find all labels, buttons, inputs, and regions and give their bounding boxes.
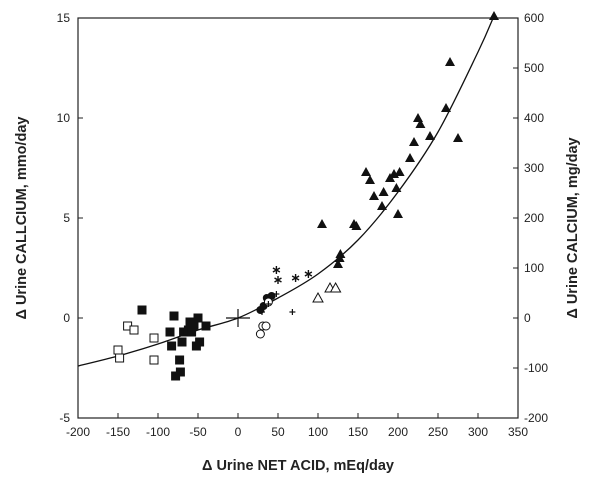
y-tick-label-right: 600 [524,11,544,25]
x-tick-label: 250 [428,425,448,439]
data-point-filled-square [193,313,203,323]
data-point-filled-square [189,321,199,331]
data-point-filled-square [201,321,211,331]
x-tick-label: 200 [388,425,408,439]
data-point-filled-square [195,337,205,347]
data-point-filled-triangle [391,183,402,192]
data-point-filled-triangle [445,57,455,66]
y-tick-label-right: 300 [524,161,544,175]
x-tick-label: 0 [235,425,242,439]
y-axis-title-left: Δ Urine CALLCIUM, mmo/day [14,117,30,320]
x-tick-label: 350 [508,425,528,439]
data-point-open-square [149,333,159,343]
data-point-filled-square [171,371,181,381]
data-point-filled-triangle [489,11,499,20]
data-point-filled-triangle [441,103,451,112]
data-point-open-triangle [329,281,342,293]
asterisk-stroke [274,277,282,283]
y-tick-label-right: 100 [524,261,544,275]
data-point-small-cross [273,291,280,297]
x-tick-label: -200 [66,425,90,439]
data-point-filled-triangle [415,119,426,128]
x-tick-label: -100 [146,425,170,439]
data-point-filled-square [179,327,189,337]
data-point-filled-triangle [425,131,435,140]
asterisk-stroke [291,275,300,281]
data-point-open-square [115,353,125,363]
data-point-filled-square [187,327,197,337]
data-point-filled-triangle [453,133,463,142]
data-point-filled-square [177,337,187,347]
data-point-asterisk [272,266,281,274]
data-point-filled-square [137,305,147,315]
data-point-filled-triangle [377,201,387,210]
data-point-filled-triangle [378,187,389,196]
asterisk-stroke [272,267,281,273]
data-point-filled-triangle [335,249,346,258]
fit-curve [77,15,495,367]
data-point-filled-triangle [409,137,419,146]
y-tick-label-left: 5 [63,211,70,225]
y-tick-label-left: 0 [63,311,70,325]
data-point-open-circle [255,329,265,339]
data-point-filled-triangle [317,219,327,228]
x-tick-label: -50 [189,425,207,439]
x-axis-title: Δ Urine NET ACID, mEq/day [202,458,394,474]
data-point-filled-triangle [405,153,415,162]
x-tick-label: 50 [271,425,285,439]
data-point-filled-triangle [394,167,405,176]
x-tick-label: 100 [308,425,328,439]
data-point-filled-square [175,355,185,365]
data-point-filled-triangle [365,175,375,184]
y-tick-label-right: -200 [524,411,548,425]
data-point-filled-triangle [351,221,362,230]
data-point-asterisk [304,270,313,278]
data-point-asterisk [274,276,282,284]
data-point-small-cross [259,309,265,315]
y-tick-label-right: -100 [524,361,548,375]
data-point-open-square [129,325,139,335]
y-tick-label-left: 10 [57,111,71,125]
data-point-open-triangle [312,291,324,303]
y-tick-label-left: -5 [59,411,70,425]
x-tick-label: -150 [106,425,130,439]
y-axis-title-right: Δ Urine CALCIUM, mg/day [565,137,581,318]
data-point-small-cross [289,309,296,315]
x-tick-label: 150 [348,425,368,439]
y-tick-label-right: 500 [524,61,544,75]
data-point-filled-triangle [413,113,423,122]
data-point-filled-square [175,367,185,377]
data-point-filled-triangle [369,191,379,200]
plot-frame [77,17,519,419]
data-point-open-circle [261,321,271,331]
data-point-open-square [149,355,159,365]
data-point-filled-triangle [361,167,371,176]
y-tick-label-right: 400 [524,111,544,125]
data-point-filled-square [169,311,179,321]
y-tick-label-right: 200 [524,211,544,225]
y-tick-label-right: 0 [524,311,531,325]
data-point-small-cross [265,301,272,307]
data-point-asterisk [291,274,300,282]
x-tick-label: 300 [468,425,488,439]
data-point-filled-triangle [393,209,403,218]
y-tick-label-left: 15 [57,11,71,25]
data-point-filled-triangle [333,259,343,268]
data-point-filled-square [167,341,177,351]
asterisk-stroke [304,271,313,277]
data-point-large-cross [226,309,250,327]
data-point-filled-square [165,327,175,337]
data-point-open-square [113,345,123,355]
